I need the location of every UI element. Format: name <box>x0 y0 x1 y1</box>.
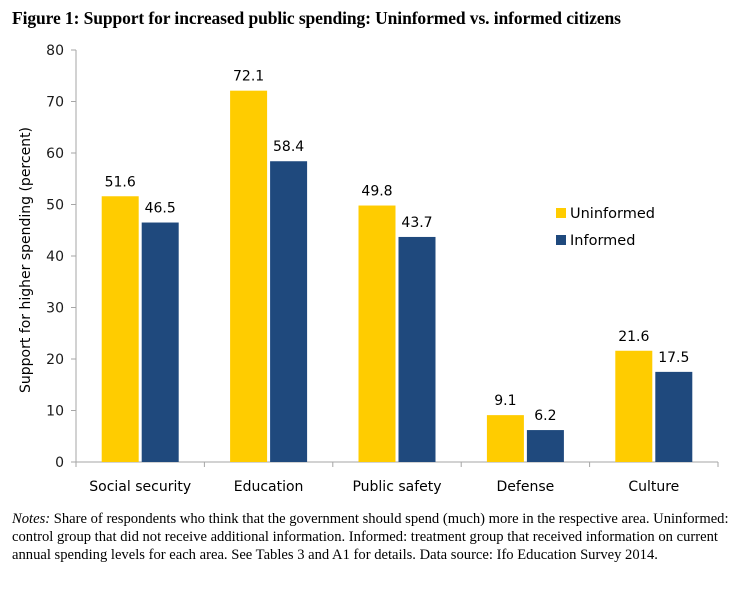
axes: 0 10 20 30 40 50 60 70 80 Support for higher spen… <box>18 43 719 495</box>
data-labels: 51.6 46.5 72.1 58.4 49.8 43.7 9.1 6.2 21.6 17.5 <box>105 69 690 424</box>
data-label: 72.1 <box>233 69 264 85</box>
y-tick-label: 20 <box>46 352 64 368</box>
y-axis-title: Support for higher spending (percent) <box>18 127 34 393</box>
x-category-label: Culture <box>628 479 679 495</box>
data-label: 43.7 <box>401 215 432 231</box>
bar-uninformed <box>486 415 524 462</box>
x-category-label: Public safety <box>352 479 441 495</box>
bar-informed <box>526 430 564 462</box>
data-label: 49.8 <box>361 184 392 200</box>
bar-uninformed <box>230 90 268 462</box>
y-tick-label: 0 <box>55 455 64 471</box>
data-label: 46.5 <box>145 201 176 217</box>
bar-uninformed <box>101 196 139 462</box>
figure-notes: Notes: Share of respondents who think th… <box>12 510 736 565</box>
bar-informed <box>270 161 308 463</box>
bar-chart: 0 10 20 30 40 50 60 70 80 Support for higher spen… <box>18 43 719 495</box>
data-label: 58.4 <box>273 139 304 155</box>
y-tick-label: 70 <box>46 95 64 111</box>
y-tick-label: 50 <box>46 198 64 214</box>
bar-uninformed <box>615 350 653 462</box>
x-category-label: Social security <box>89 479 191 495</box>
y-tick-label: 60 <box>46 146 64 162</box>
data-label: 9.1 <box>494 393 516 409</box>
bar-informed <box>655 371 693 462</box>
legend-label: Uninformed <box>570 206 655 222</box>
bar-informed <box>398 236 436 462</box>
data-label: 6.2 <box>534 408 556 424</box>
data-label: 17.5 <box>658 350 689 366</box>
y-tick-label: 40 <box>46 249 64 265</box>
legend-swatch-uninformed <box>556 208 566 218</box>
data-label: 51.6 <box>105 174 136 190</box>
notes-text: Share of respondents who think that the … <box>12 511 729 564</box>
bar-uninformed <box>358 205 396 462</box>
bar-informed <box>141 222 179 462</box>
x-category-label: Education <box>234 479 304 495</box>
legend-label: Informed <box>570 233 635 249</box>
x-category-label: Defense <box>497 479 555 495</box>
figure-title: Figure 1: Support for increased public s… <box>12 8 621 28</box>
legend: Uninformed Informed <box>556 206 655 249</box>
data-label: 21.6 <box>618 329 649 345</box>
y-tick-label: 30 <box>46 301 64 317</box>
y-tick-label: 80 <box>46 43 64 59</box>
legend-swatch-informed <box>556 235 566 245</box>
notes-label: Notes: <box>12 511 51 527</box>
y-tick-label: 10 <box>46 404 64 420</box>
bars <box>101 90 693 463</box>
